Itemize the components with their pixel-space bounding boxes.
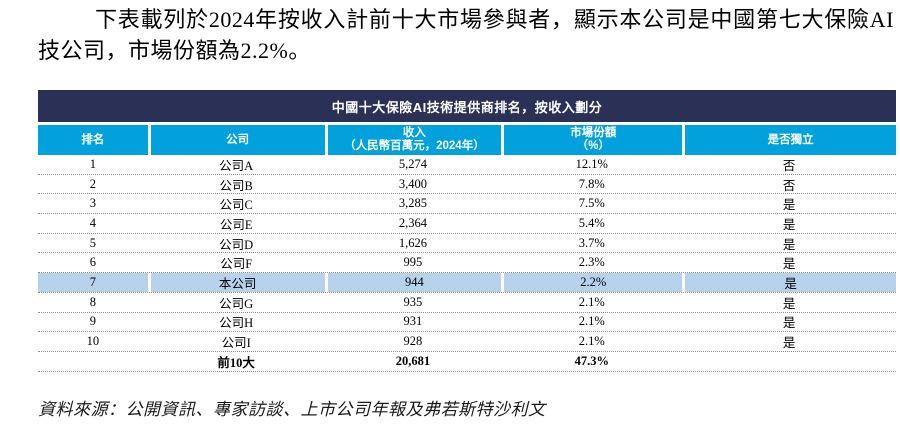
cell-company: 前10大 — [217, 355, 255, 370]
header-sub-share: （%） — [576, 140, 610, 152]
cell-share: 3.7% — [578, 235, 605, 250]
cell-share: 2.1% — [578, 334, 605, 349]
cell-share: 2.3% — [578, 255, 605, 270]
cell-share: 7.8% — [578, 176, 605, 191]
cell-company: 公司C — [219, 198, 253, 213]
header-cell-share: 市場份額 （%） — [501, 125, 682, 155]
cell-independent: 是 — [682, 273, 896, 292]
cell-rank: 8 — [89, 294, 97, 309]
table-row: 3 公司C 3,285 7.5% 是 — [38, 194, 896, 215]
cell-company: 公司G — [219, 296, 254, 311]
cell-independent: 是 — [782, 336, 796, 351]
cell-independent: 是 — [782, 257, 796, 272]
cell-independent: 是 — [782, 198, 796, 213]
cell-company: 公司H — [219, 316, 254, 331]
cell-company: 公司A — [219, 158, 254, 173]
cell-independent: 是 — [782, 217, 796, 232]
table-row-our-company: 7 本公司 944 2.2% 是 — [38, 273, 896, 293]
cell-independent — [682, 352, 896, 371]
cell-revenue: 995 — [403, 255, 423, 270]
cell-share: 5.4% — [578, 215, 605, 230]
cell-independent: 是 — [782, 296, 796, 311]
cell-revenue: 928 — [403, 334, 423, 349]
header-label-independent: 是否獨立 — [767, 133, 814, 146]
cell-independent: 是 — [782, 316, 796, 331]
cell-independent: 是 — [782, 237, 796, 252]
cell-independent: 否 — [782, 178, 796, 193]
cell-revenue: 931 — [403, 314, 423, 329]
cell-revenue: 2,364 — [398, 215, 427, 230]
table-row: 2 公司B 3,400 7.8% 否 — [38, 175, 896, 195]
cell-rank: 2 — [89, 176, 97, 191]
table-header-row: 排名 公司 收入 （人民幣百萬元，2024年） 市場份額 （%） 是否獨立 — [38, 125, 896, 155]
cell-rank: 3 — [89, 196, 97, 211]
cell-rank: 6 — [89, 255, 97, 270]
cell-company: 公司F — [220, 257, 253, 272]
cell-share: 2.2% — [501, 273, 683, 292]
table-row: 10 公司I 928 2.1% 是 — [38, 332, 896, 352]
cell-revenue: 20,681 — [395, 353, 431, 368]
cell-rank: 10 — [86, 334, 100, 349]
cell-revenue: 1,626 — [398, 235, 427, 250]
intro-paragraph: 下表載列於2024年按收入計前十大市場參與者，顯示本公司是中國第七大保險AI技公… — [38, 7, 894, 63]
cell-company: 公司E — [219, 217, 253, 232]
cell-rank: 9 — [89, 314, 97, 329]
header-cell-rank: 排名 — [38, 125, 148, 155]
header-cell-independent: 是否獨立 — [682, 125, 896, 155]
cell-company: 公司I — [221, 336, 251, 351]
cell-company: 公司D — [219, 237, 254, 252]
cell-company: 本公司 — [147, 273, 325, 292]
header-cell-revenue: 收入 （人民幣百萬元，2024年） — [324, 125, 502, 155]
table-body: 1 公司A 5,274 12.1% 否 2 公司B 3,400 7.8% 否 3 公司C 3,285 7.… — [38, 155, 896, 372]
cell-revenue: 5,274 — [398, 156, 427, 171]
cell-share: 2.1% — [578, 314, 605, 329]
cell-independent: 否 — [782, 158, 796, 173]
cell-share: 2.1% — [578, 294, 605, 309]
table-row: 1 公司A 5,274 12.1% 否 — [38, 155, 896, 175]
header-sub-revenue: （人民幣百萬元，2024年） — [344, 140, 485, 152]
cell-share: 47.3% — [574, 353, 609, 368]
cell-revenue: 3,285 — [398, 196, 427, 211]
table-title: 中國十大保險AI技術提供商排名，按收入劃分 — [38, 90, 896, 122]
header-label-revenue: 收入 — [402, 127, 426, 139]
table-row: 9 公司H 931 2.1% 是 — [38, 313, 896, 333]
cell-company: 公司B — [219, 178, 253, 193]
header-label-rank: 排名 — [81, 133, 105, 146]
header-cell-company: 公司 — [147, 125, 325, 155]
cell-share: 12.1% — [575, 156, 608, 171]
source-note: 資料來源：公開資訊、專家訪談、上市公司年報及弗若斯特沙利文 — [38, 400, 546, 419]
header-label-share: 市場份額 — [570, 127, 617, 139]
ranking-table: 中國十大保險AI技術提供商排名，按收入劃分 排名 公司 收入 （人民幣百萬元，2… — [38, 90, 896, 372]
cell-share: 7.5% — [578, 196, 605, 211]
cell-revenue: 935 — [403, 294, 423, 309]
cell-rank — [38, 352, 148, 371]
header-label-company: 公司 — [226, 133, 250, 146]
cell-rank: 4 — [89, 215, 97, 230]
table-row: 4 公司E 2,364 5.4% 是 — [38, 214, 896, 234]
table-row: 5 公司D 1,626 3.7% 是 — [38, 234, 896, 254]
cell-rank: 1 — [89, 156, 97, 171]
cell-revenue: 3,400 — [398, 176, 427, 191]
cell-revenue: 944 — [324, 273, 502, 292]
table-row: 6 公司F 995 2.3% 是 — [38, 253, 896, 274]
cell-rank: 5 — [89, 235, 97, 250]
cell-rank: 7 — [38, 273, 148, 292]
table-row-total: 前10大 20,681 47.3% — [38, 352, 896, 372]
table-row: 8 公司G 935 2.1% 是 — [38, 293, 896, 313]
